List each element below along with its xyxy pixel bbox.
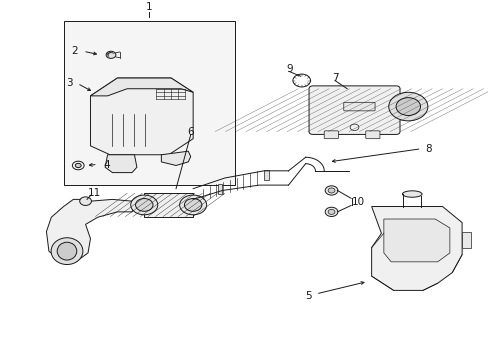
Polygon shape xyxy=(46,199,134,262)
FancyBboxPatch shape xyxy=(324,131,338,139)
Text: 3: 3 xyxy=(66,78,73,88)
Polygon shape xyxy=(90,78,193,155)
Circle shape xyxy=(130,195,158,215)
Ellipse shape xyxy=(51,238,83,265)
Circle shape xyxy=(395,98,420,116)
Circle shape xyxy=(388,92,427,121)
Bar xyxy=(144,193,193,216)
Text: 4: 4 xyxy=(103,161,110,171)
Text: 2: 2 xyxy=(71,46,78,56)
Polygon shape xyxy=(105,155,137,172)
Bar xyxy=(217,184,222,194)
Bar xyxy=(264,170,268,180)
Text: 8: 8 xyxy=(425,144,431,154)
Circle shape xyxy=(184,198,202,211)
Ellipse shape xyxy=(402,191,421,197)
Bar xyxy=(63,21,234,185)
Circle shape xyxy=(106,51,116,58)
Ellipse shape xyxy=(57,242,77,260)
Circle shape xyxy=(179,195,206,215)
Circle shape xyxy=(75,163,81,168)
FancyBboxPatch shape xyxy=(365,131,379,139)
Polygon shape xyxy=(90,78,193,96)
FancyBboxPatch shape xyxy=(343,102,374,111)
FancyBboxPatch shape xyxy=(308,86,399,134)
Text: 6: 6 xyxy=(187,127,194,137)
Circle shape xyxy=(327,188,334,193)
Polygon shape xyxy=(371,207,461,291)
Text: 10: 10 xyxy=(351,197,364,207)
Text: 7: 7 xyxy=(331,73,338,83)
Text: 1: 1 xyxy=(145,2,152,12)
Circle shape xyxy=(327,210,334,214)
Text: 9: 9 xyxy=(285,64,292,74)
Circle shape xyxy=(325,186,337,195)
Bar xyxy=(461,231,470,248)
Circle shape xyxy=(80,197,91,206)
Polygon shape xyxy=(383,219,449,262)
Circle shape xyxy=(325,207,337,216)
Polygon shape xyxy=(161,151,190,166)
Text: 11: 11 xyxy=(88,188,102,198)
Circle shape xyxy=(135,198,153,211)
Text: 5: 5 xyxy=(304,292,311,301)
